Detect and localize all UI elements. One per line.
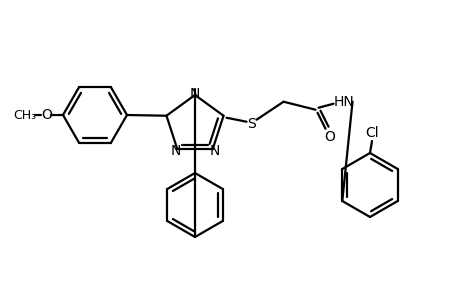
Text: N: N (190, 87, 200, 101)
Text: CH₃: CH₃ (13, 109, 36, 122)
Text: S: S (246, 117, 255, 131)
Text: N: N (209, 144, 219, 158)
Text: HN: HN (332, 95, 353, 109)
Text: O: O (41, 108, 52, 122)
Text: N: N (170, 144, 180, 158)
Text: O: O (324, 130, 334, 144)
Text: Cl: Cl (364, 126, 378, 140)
